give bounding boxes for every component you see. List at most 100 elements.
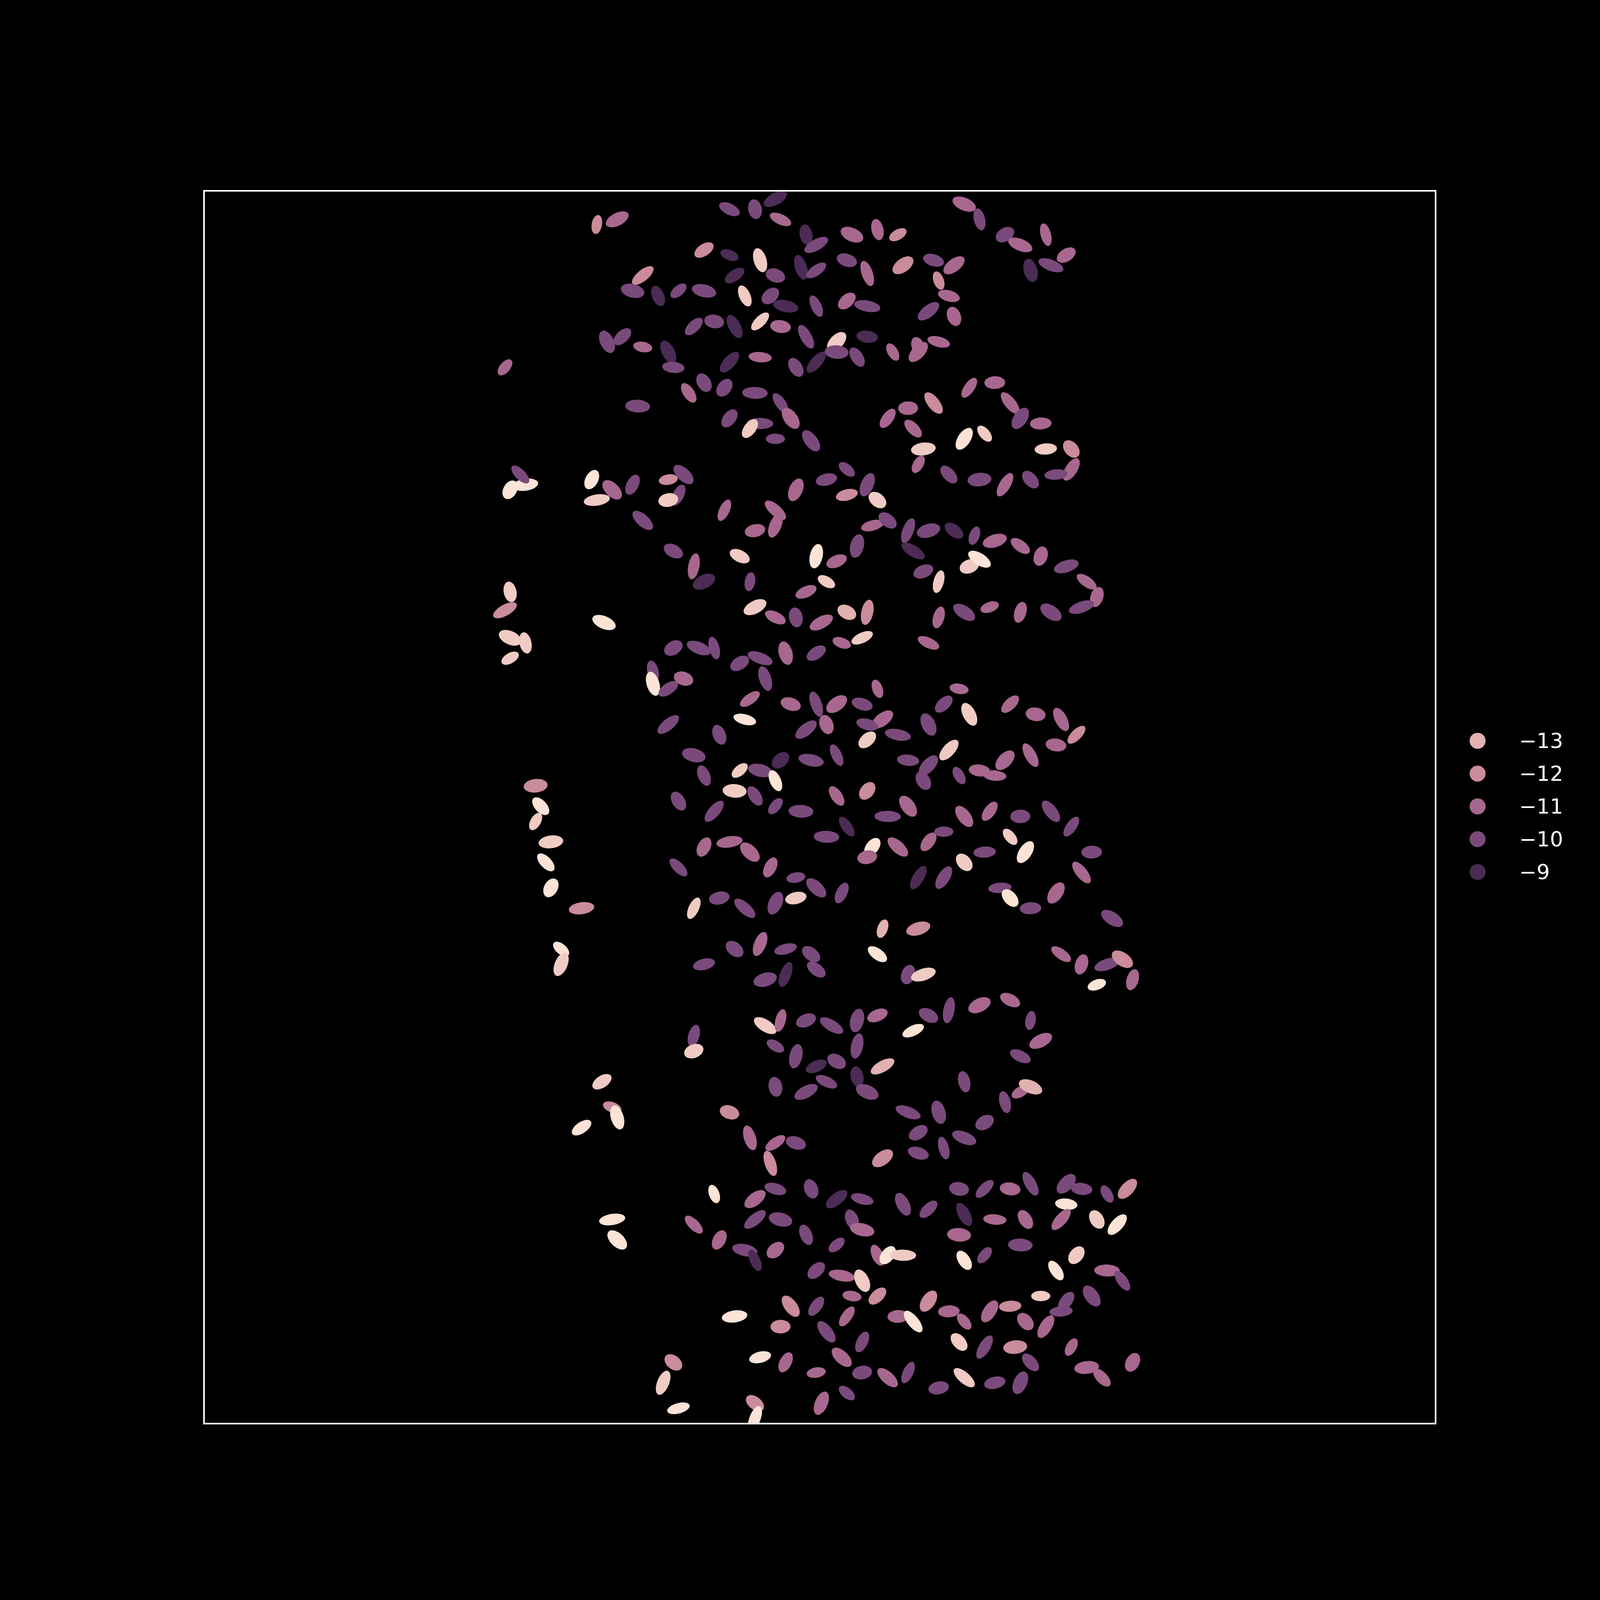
cell [1019, 1169, 1042, 1198]
cell [932, 863, 956, 892]
legend-label: −11 [1519, 794, 1564, 819]
cell [915, 520, 942, 541]
cell [982, 1213, 1007, 1226]
cell [745, 1404, 766, 1424]
cell [763, 1238, 788, 1262]
cell [1059, 436, 1083, 461]
cell [934, 826, 954, 837]
cell [920, 389, 946, 417]
cell [494, 356, 516, 378]
cell [1049, 1305, 1074, 1318]
cell [869, 678, 886, 700]
cell [538, 834, 564, 850]
cell [490, 598, 520, 622]
cell [744, 783, 766, 809]
cell [807, 611, 836, 634]
cell [685, 552, 702, 581]
cell [906, 1144, 930, 1162]
cell [950, 193, 979, 215]
legend-swatch [1469, 798, 1486, 815]
cell [855, 329, 879, 344]
cell [1050, 705, 1073, 734]
cell [1013, 1309, 1037, 1334]
cell [1062, 1336, 1081, 1358]
cell [884, 726, 912, 743]
cell [701, 797, 727, 825]
cell [889, 1249, 916, 1261]
cell [706, 635, 722, 661]
cell [927, 1379, 951, 1397]
cell [736, 838, 764, 866]
cell [784, 1133, 808, 1153]
cell [499, 648, 522, 668]
cell [824, 344, 849, 360]
cell [916, 1287, 941, 1315]
cell [1081, 845, 1103, 859]
cell [893, 1102, 923, 1123]
cell [993, 470, 1017, 499]
cell [1097, 1183, 1117, 1206]
cell [794, 322, 818, 351]
cell [792, 717, 820, 743]
cell [624, 399, 651, 414]
cell [857, 259, 877, 288]
cell [722, 264, 747, 287]
cell [977, 1297, 1002, 1326]
cell [661, 540, 686, 562]
cell [905, 338, 932, 366]
cell [657, 491, 680, 509]
cell [743, 522, 767, 540]
cell [738, 416, 762, 441]
cell [1048, 943, 1074, 966]
cell [948, 682, 970, 696]
cell [901, 416, 925, 441]
cell [834, 601, 859, 624]
cell [855, 778, 879, 803]
cell [691, 239, 717, 262]
cell [772, 1008, 789, 1034]
cell [568, 900, 596, 916]
cell [718, 246, 741, 264]
cell [966, 471, 992, 488]
cell [667, 788, 690, 814]
cell [722, 937, 747, 961]
cell [917, 710, 940, 739]
cell [830, 634, 853, 652]
cell [803, 259, 829, 282]
legend-swatch [1469, 831, 1486, 848]
cell [654, 712, 682, 738]
cell [581, 467, 603, 492]
cell [914, 298, 943, 324]
cell [891, 1190, 915, 1219]
chart: −13−12−11−10−9 [0, 0, 1600, 1600]
cell [806, 293, 826, 320]
cell [875, 508, 900, 532]
cell [972, 1111, 997, 1134]
cell [805, 1294, 828, 1319]
cell [815, 572, 838, 592]
cell [787, 606, 805, 629]
cell [746, 198, 764, 221]
legend: −13−12−11−10−9 [1469, 728, 1564, 884]
cell [827, 1267, 856, 1284]
cell [718, 406, 741, 431]
cell [741, 1186, 769, 1212]
cell [604, 1226, 631, 1254]
cell [632, 340, 654, 354]
cell [672, 668, 696, 688]
cell [1000, 826, 1021, 848]
cell [1037, 222, 1054, 248]
cell [767, 1210, 794, 1230]
cell [847, 532, 867, 560]
cell [772, 297, 800, 315]
cell [1048, 1206, 1074, 1234]
cell [1034, 442, 1058, 456]
cell [716, 199, 742, 220]
cell [858, 598, 876, 626]
cell [652, 1368, 674, 1398]
cell [718, 1102, 742, 1122]
cell [982, 769, 1007, 782]
cell [824, 551, 849, 572]
cell [708, 1227, 730, 1252]
cell [948, 1180, 970, 1197]
